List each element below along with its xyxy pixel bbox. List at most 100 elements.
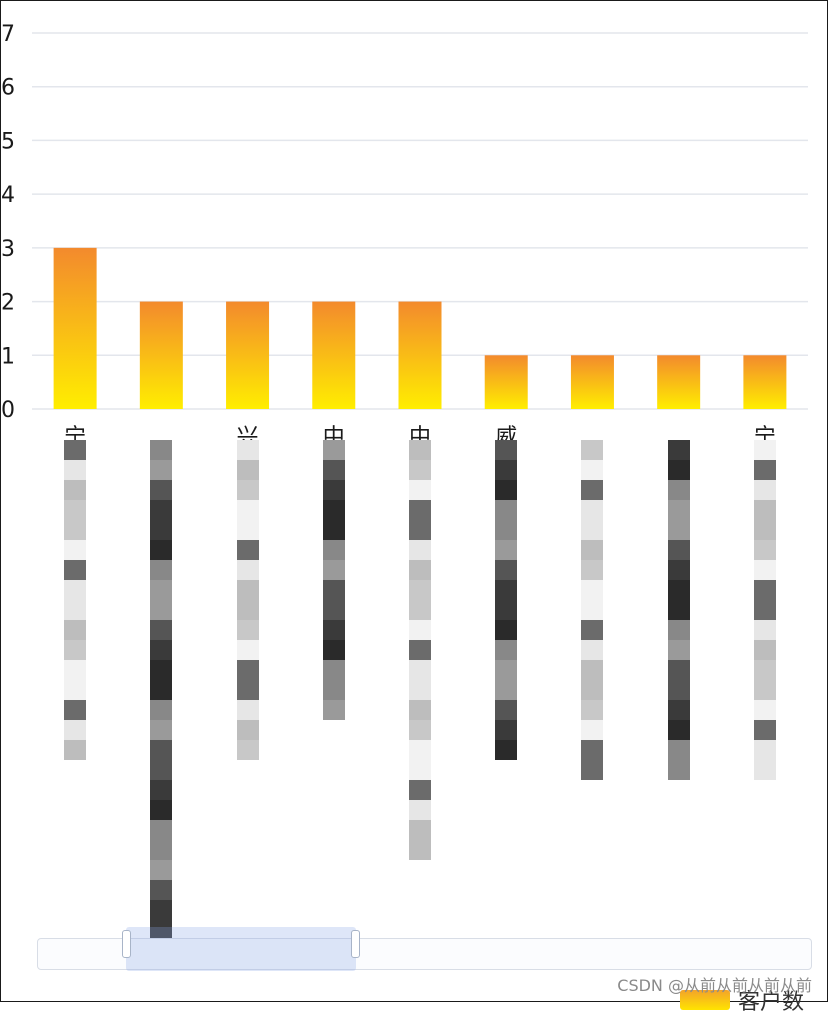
mosaic-cell — [667, 480, 690, 500]
mosaic-cell — [753, 600, 776, 620]
mosaic-cell — [236, 460, 259, 480]
mosaic-cell — [64, 600, 87, 620]
mosaic-cell — [581, 480, 604, 500]
datazoom-right-handle[interactable] — [351, 930, 360, 958]
mosaic-cell — [753, 720, 776, 740]
mosaic-cell — [495, 720, 518, 740]
mosaic-cell — [581, 500, 604, 520]
mosaic-cell — [667, 700, 690, 720]
mosaic-cell — [495, 480, 518, 500]
datazoom-slider[interactable] — [37, 927, 812, 971]
mosaic-cell — [64, 660, 87, 680]
mosaic-cell — [581, 580, 604, 600]
y-tick-label-4: 4 — [1, 183, 15, 208]
mosaic-cell — [236, 720, 259, 740]
bar-7[interactable] — [657, 355, 701, 409]
mosaic-cell — [581, 680, 604, 700]
bar-3[interactable] — [312, 301, 356, 409]
mosaic-cell — [64, 680, 87, 700]
mosaic-cell — [409, 600, 431, 620]
mosaic-cell — [236, 700, 259, 720]
mosaic-cell — [495, 540, 518, 560]
mosaic-cell — [64, 720, 87, 740]
mosaic-cell — [150, 740, 173, 760]
mosaic-cell — [236, 580, 259, 600]
y-tick-label-5: 5 — [1, 129, 15, 154]
mosaic-cell — [150, 600, 173, 620]
mosaic-cell — [667, 520, 690, 540]
mosaic-cell — [667, 600, 690, 620]
mosaic-cell — [409, 820, 431, 840]
mosaic-cell — [64, 520, 87, 540]
bar-0[interactable] — [53, 247, 97, 409]
mosaic-cell — [150, 840, 173, 860]
mosaic-cell — [150, 540, 173, 560]
mosaic-cell — [64, 700, 87, 720]
y-tick-label-7: 7 — [1, 22, 15, 47]
bar-1[interactable] — [139, 301, 183, 409]
mosaic-cell — [322, 540, 345, 560]
mosaic-cell — [753, 580, 776, 600]
y-tick-label-3: 3 — [1, 237, 15, 262]
mosaic-cell — [409, 460, 431, 480]
mosaic-cell — [322, 560, 345, 580]
mosaic-cell — [150, 820, 173, 840]
y-tick-label-1: 1 — [1, 344, 15, 369]
mosaic-cell — [753, 680, 776, 700]
bar-8[interactable] — [743, 355, 787, 409]
mosaic-cell — [495, 560, 518, 580]
mosaic-cell — [753, 520, 776, 540]
mosaic-cell — [409, 480, 431, 500]
datazoom-window[interactable] — [122, 927, 360, 971]
mosaic-cell — [409, 580, 431, 600]
mosaic-cell — [409, 680, 431, 700]
mosaic-cell — [236, 660, 259, 680]
mosaic-cell — [322, 660, 345, 680]
bar-4[interactable] — [398, 301, 442, 409]
mosaic-cell — [581, 660, 604, 680]
mosaic-cell — [64, 560, 87, 580]
bar-2[interactable] — [226, 301, 270, 409]
mosaic-cell — [236, 560, 259, 580]
mosaic-cell — [495, 580, 518, 600]
y-tick-label-2: 2 — [1, 291, 15, 316]
mosaic-cell — [753, 760, 776, 780]
mosaic-cell — [667, 740, 690, 760]
mosaic-cell — [236, 620, 259, 640]
mosaic-cell — [64, 440, 87, 460]
mosaic-cell — [667, 680, 690, 700]
mosaic-cell — [667, 560, 690, 580]
mosaic-cell — [581, 740, 604, 760]
mosaic-cell — [495, 640, 518, 660]
bar-5[interactable] — [484, 355, 528, 409]
bar-6[interactable] — [570, 355, 614, 409]
mosaic-cell — [409, 540, 431, 560]
mosaic-cell — [667, 760, 690, 780]
mosaic-cell — [236, 540, 259, 560]
mosaic-cell — [64, 580, 87, 600]
mosaic-cell — [667, 660, 690, 680]
mosaic-cell — [409, 800, 431, 820]
mosaic-cell — [667, 720, 690, 740]
mosaic-cell — [495, 600, 518, 620]
mosaic-cell — [495, 620, 518, 640]
mosaic-cell — [409, 840, 431, 860]
mosaic-cell — [753, 540, 776, 560]
mosaic-cell — [495, 740, 518, 760]
redacted-label-4 — [409, 440, 431, 860]
mosaic-cell — [150, 920, 173, 940]
mosaic-cell — [753, 620, 776, 640]
mosaic-cell — [236, 500, 259, 520]
mosaic-cell — [667, 640, 690, 660]
mosaic-cell — [236, 520, 259, 540]
mosaic-cell — [753, 700, 776, 720]
mosaic-cell — [581, 700, 604, 720]
mosaic-cell — [495, 440, 518, 460]
mosaic-cell — [64, 640, 87, 660]
mosaic-cell — [495, 500, 518, 520]
redacted-label-7 — [667, 440, 690, 780]
datazoom-left-handle[interactable] — [122, 930, 131, 958]
mosaic-cell — [236, 480, 259, 500]
mosaic-cell — [753, 480, 776, 500]
mosaic-cell — [236, 740, 259, 760]
